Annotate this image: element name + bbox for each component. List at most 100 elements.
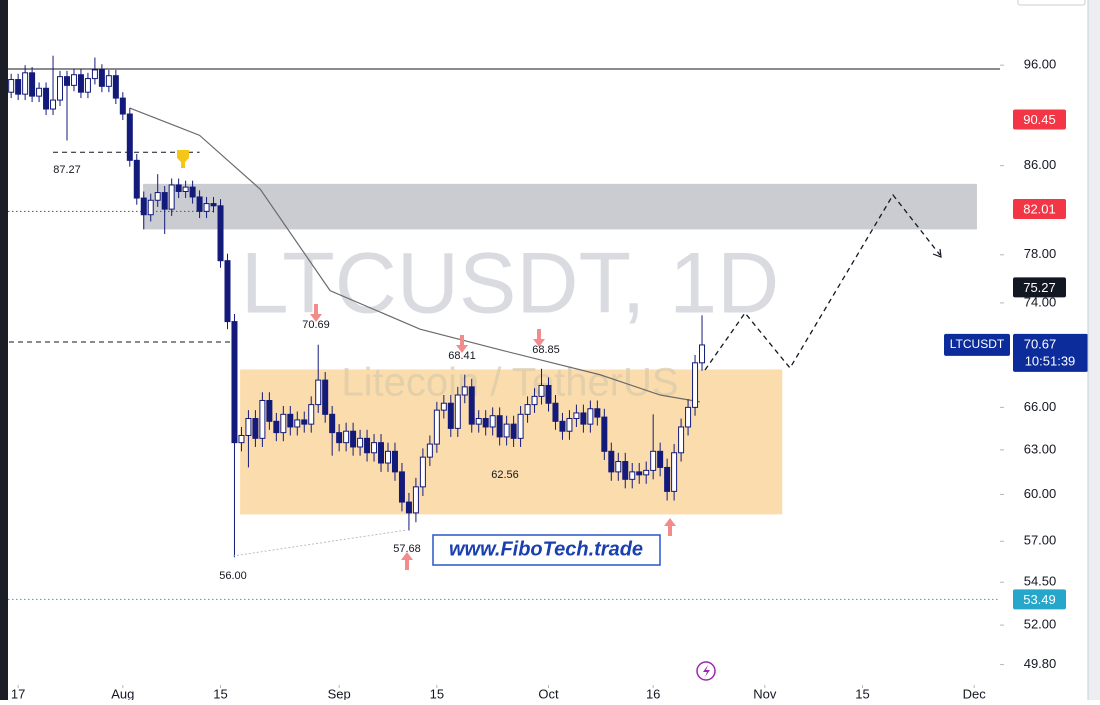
candle-body [391, 450, 398, 473]
down-arrow [533, 329, 545, 347]
x-tick-label: Nov [753, 686, 777, 700]
down-arrow [310, 304, 322, 322]
candle-body [601, 416, 608, 452]
candle-body [615, 461, 622, 473]
candle-body [664, 466, 671, 492]
candle-body [336, 432, 343, 444]
last-price-label: 70.67 [1024, 336, 1057, 351]
y-tick-label: 60.00 [1024, 486, 1057, 501]
candle-body [580, 412, 587, 425]
projection-path [704, 193, 941, 371]
price-annotation: 56.00 [219, 570, 247, 582]
zone [240, 369, 783, 515]
candle-body [685, 406, 692, 428]
candle-body [105, 75, 112, 87]
candle-body [63, 76, 70, 86]
price-tag [1013, 589, 1066, 610]
candle-body [245, 418, 252, 436]
candle-body [426, 443, 433, 458]
candle-body [678, 426, 685, 454]
candle-body [189, 186, 196, 198]
candle-body [608, 450, 615, 473]
candle-body [524, 404, 531, 415]
candle-body [22, 72, 29, 95]
candle-body [468, 386, 475, 425]
candle-body [517, 413, 524, 439]
candle-body [315, 379, 322, 406]
candle-body [15, 79, 22, 95]
website-box [432, 534, 661, 566]
candle-body [510, 423, 517, 439]
y-tick-label: 66.00 [1024, 399, 1057, 414]
x-tick-label: Oct [538, 686, 559, 700]
symbol-tag-label: LTCUSDT [950, 337, 1005, 351]
x-tick-label: Aug [111, 686, 134, 700]
candle-body [636, 471, 643, 476]
up-arrow [664, 518, 676, 536]
candle-body [50, 99, 57, 110]
y-tick-label: 63.00 [1024, 441, 1057, 456]
watermark-symbol: LTCUSDT, 1D [241, 236, 779, 332]
candle-body [308, 404, 315, 425]
candle-body [231, 321, 238, 444]
x-tick-label: Sep [328, 686, 351, 700]
candle-body [343, 430, 350, 444]
candle-body [175, 184, 182, 192]
candle-body [657, 450, 664, 468]
candle-body [168, 184, 175, 210]
hand-icon [177, 150, 189, 168]
candle-body [203, 203, 210, 212]
candle-body [36, 87, 43, 97]
candle-body [29, 72, 36, 97]
candle-body [350, 430, 357, 448]
candle-body [650, 450, 657, 471]
zones [143, 183, 977, 515]
candle-body [699, 344, 706, 364]
y-tick-label: 74.00 [1024, 294, 1057, 309]
arrows [310, 304, 676, 570]
candle-body [559, 420, 566, 432]
candle-body [447, 402, 454, 429]
x-tick-label: 17 [11, 686, 25, 700]
candle-body [475, 418, 482, 425]
candle-body [566, 418, 573, 432]
candle-body [545, 384, 552, 404]
candle-body [161, 192, 168, 210]
y-tick-label: 54.50 [1024, 574, 1057, 589]
toolbar-box[interactable] [1017, 0, 1086, 6]
candle-body [119, 97, 126, 115]
candle-body [364, 437, 371, 454]
candle-body [301, 419, 308, 425]
candle-body [224, 260, 231, 323]
down-arrow [456, 335, 468, 353]
alert-icon[interactable] [696, 661, 716, 681]
candle-body [77, 74, 84, 93]
symbol-tag [944, 333, 1010, 356]
candle-body [217, 205, 224, 262]
candle-body [84, 78, 91, 93]
y-tick-label: 78.00 [1024, 246, 1057, 261]
last-price-tag [1013, 333, 1088, 372]
candle-body [126, 113, 133, 161]
watermark-name: Litecoin / TetherUS [341, 361, 678, 405]
candle-body [433, 409, 440, 445]
candle-body [398, 471, 405, 503]
y-tick-label: 49.80 [1024, 656, 1057, 671]
candle-body [587, 408, 594, 425]
candle-body [329, 413, 336, 434]
price-annotation: 57.68 [393, 543, 421, 555]
candle-body [489, 415, 496, 428]
candle-body [503, 423, 510, 438]
candle-body [412, 486, 419, 514]
price-annotation: 62.56 [491, 469, 519, 481]
price-annotation: 87.27 [53, 164, 81, 176]
trend-line [232, 529, 408, 557]
candle-body [287, 413, 294, 428]
scrollbar[interactable] [1088, 0, 1100, 700]
axis-layer: 96.00 86.00 78.00 74.00 66.00 63.00 60.00 57.00… [944, 57, 1088, 671]
price-tag [1013, 199, 1066, 220]
candle-body [405, 501, 412, 514]
candle-body [182, 186, 189, 192]
website-text: www.FiboTech.trade [449, 538, 643, 560]
